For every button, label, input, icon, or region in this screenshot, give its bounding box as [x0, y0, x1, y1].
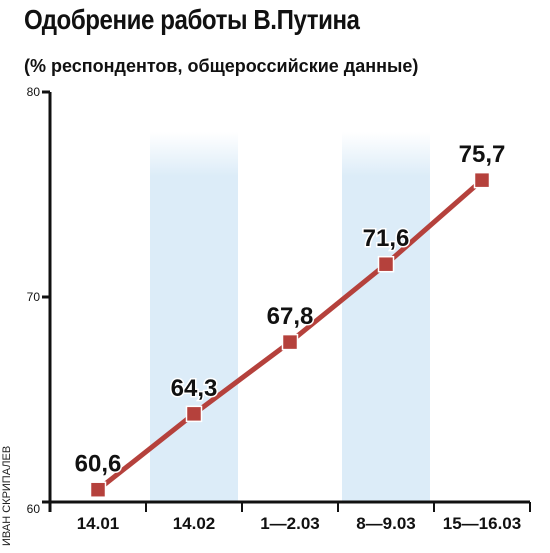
- category-band: [150, 132, 238, 502]
- data-label: 71,6: [363, 225, 410, 252]
- x-tick-label: 15—16.03: [443, 514, 521, 533]
- data-label: 64,3: [171, 375, 218, 402]
- data-label: 60,6: [75, 451, 122, 478]
- category-band: [342, 132, 430, 502]
- x-tick-label: 1—2.03: [260, 514, 320, 533]
- data-point-marker: [185, 405, 203, 423]
- y-tick-label: 70: [27, 290, 41, 304]
- data-label: 75,7: [459, 141, 506, 168]
- y-tick-label: 80: [27, 85, 41, 99]
- data-label: 67,8: [267, 303, 314, 330]
- chart-subtitle: (% респондентов, общероссийские данные): [24, 56, 419, 76]
- data-point-marker: [281, 333, 299, 351]
- data-point-marker: [377, 255, 395, 273]
- y-tick-label: 60: [27, 502, 41, 516]
- data-point-marker: [473, 171, 491, 189]
- x-tick-label: 8—9.03: [356, 514, 416, 533]
- page-title: Одобрение работы В.Путина: [24, 4, 360, 35]
- x-tick-label: 14.02: [173, 514, 216, 533]
- x-tick-label: 14.01: [77, 514, 120, 533]
- data-point-marker: [89, 481, 107, 498]
